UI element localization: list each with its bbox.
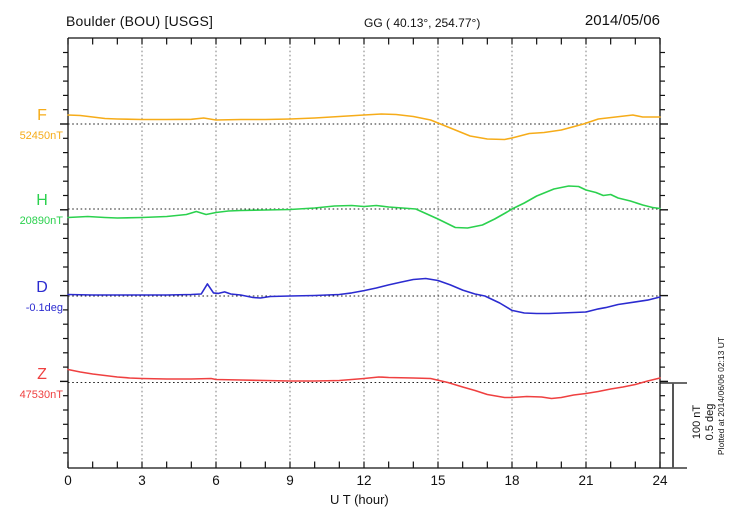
trace-D [67,277,661,315]
x-tick-label-18: 18 [504,473,520,488]
scale-bar-label-deg: 0.5 deg [704,403,716,441]
plotted-at-note: Plotted at 2014/06/06 02:13 UT [716,336,726,456]
series-baseline-value-D: -0.1deg [25,302,63,314]
x-tick-label-15: 15 [430,473,446,488]
geographic-coordinates: GG ( 40.13°, 254.77°) [364,16,481,30]
trace-F [67,113,661,141]
scale-bar-label-nt: 100 nT [691,404,703,440]
series-letter-F: F [37,107,47,124]
series-letter-Z: Z [37,365,47,383]
x-tick-label-3: 3 [138,473,146,488]
series-letter-D: D [36,279,48,296]
trace-Z [67,368,661,400]
x-tick-label-6: 6 [212,473,220,488]
x-axis-title: U T (hour) [330,492,389,507]
series-letter-H: H [36,192,48,209]
x-tick-label-12: 12 [356,473,372,488]
series-baseline-value-H: 20890nT [19,215,63,227]
station-title: Boulder (BOU) [USGS] [66,13,214,29]
x-tick-label-0: 0 [64,473,72,488]
x-tick-label-24: 24 [652,473,668,488]
x-tick-label-9: 9 [286,473,294,488]
x-tick-label-21: 21 [578,473,594,488]
observation-date: 2014/05/06 [584,12,660,29]
series-baseline-value-F: 52450nT [19,130,63,142]
series-baseline-value-Z: 47530nT [19,388,63,401]
trace-H [67,185,661,229]
